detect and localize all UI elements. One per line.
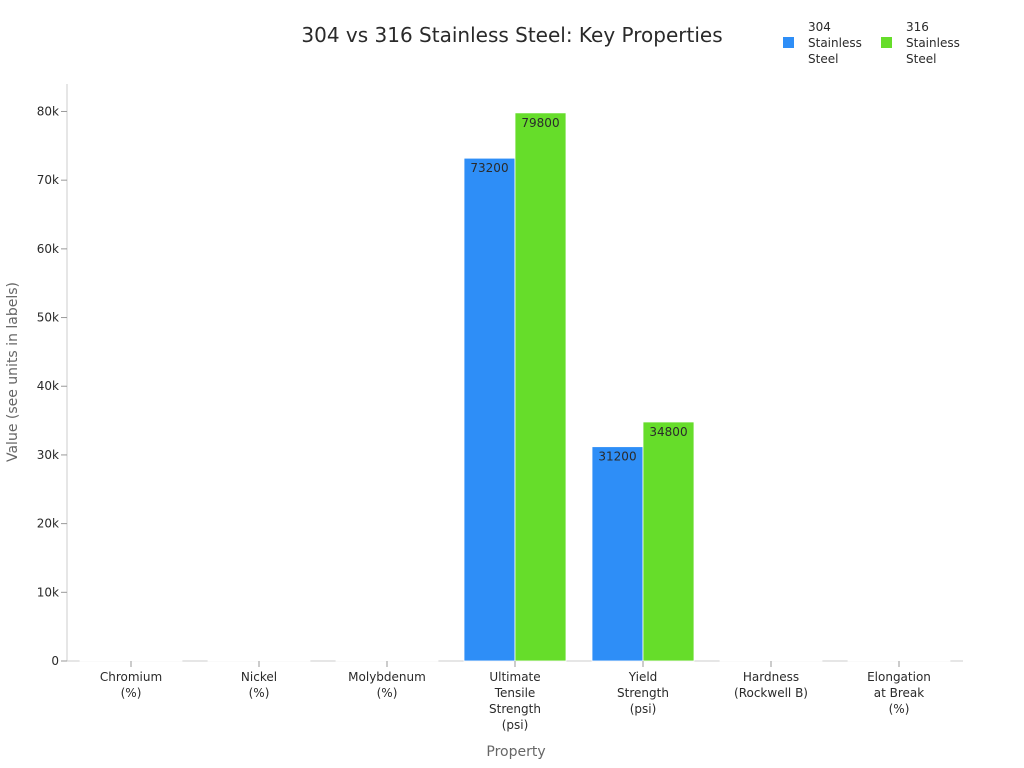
bar-316-5 (770, 660, 823, 662)
legend-swatch-316 (881, 37, 892, 48)
y-tick-label: 30k (37, 448, 59, 462)
x-tick-label: Chromium (%) (100, 670, 162, 700)
y-axis-ticks: 0 10k 20k 30k 40k 50k 60k 70k 80k (37, 104, 67, 668)
x-tick-label: Hardness (Rockwell B) (734, 670, 808, 700)
x-axis-ticks: Chromium (%) Nickel (%) Molybdenum (%) Ultimat… (100, 661, 931, 732)
bar-316-1 (258, 660, 311, 662)
y-tick-label: 20k (37, 517, 59, 531)
y-axis-title: Value (see units in labels) (5, 282, 21, 462)
x-tick-label: Molybdenum (%) (348, 670, 426, 700)
bar-316-6 (898, 660, 951, 662)
bar-304-1 (207, 660, 260, 662)
y-tick-label: 10k (37, 585, 59, 599)
bars (79, 112, 951, 662)
bar-value-label: 73200 (470, 161, 508, 175)
bar-304-2 (335, 660, 388, 662)
x-tick-label: Yield Strength (psi) (617, 670, 669, 716)
y-tick-label: 80k (37, 104, 59, 118)
bar-304-6 (847, 660, 900, 662)
legend-label-316: 316 Stainless Steel (906, 20, 960, 66)
legend-swatch-304 (783, 37, 794, 48)
bar-304-5 (719, 660, 772, 662)
y-tick-label: 40k (37, 379, 59, 393)
bar-304-4 (591, 446, 644, 662)
x-tick-label: Elongation at Break (%) (867, 670, 931, 716)
bar-labels: 73200 79800 31200 34800 (470, 116, 687, 464)
x-axis-title: Property (486, 744, 545, 760)
x-tick-label: Nickel (%) (241, 670, 277, 700)
y-tick-label: 0 (51, 654, 59, 668)
y-tick-label: 60k (37, 242, 59, 256)
bar-value-label: 34800 (649, 425, 687, 439)
legend-label-304: 304 Stainless Steel (808, 20, 862, 66)
y-tick-label: 50k (37, 311, 59, 325)
bar-304-3 (463, 157, 516, 662)
chart-title: 304 vs 316 Stainless Steel: Key Properti… (301, 23, 722, 47)
bar-value-label: 79800 (521, 116, 559, 130)
bar-304-0 (79, 660, 132, 662)
bar-316-2 (386, 660, 439, 662)
legend: 304 Stainless Steel 316 Stainless Steel (783, 20, 960, 66)
y-tick-label: 70k (37, 173, 59, 187)
bar-316-3 (514, 112, 567, 662)
x-tick-label: Ultimate Tensile Strength (psi) (489, 670, 541, 732)
bar-316-0 (130, 660, 183, 662)
bar-value-label: 31200 (598, 450, 636, 464)
bar-316-4 (642, 421, 695, 662)
